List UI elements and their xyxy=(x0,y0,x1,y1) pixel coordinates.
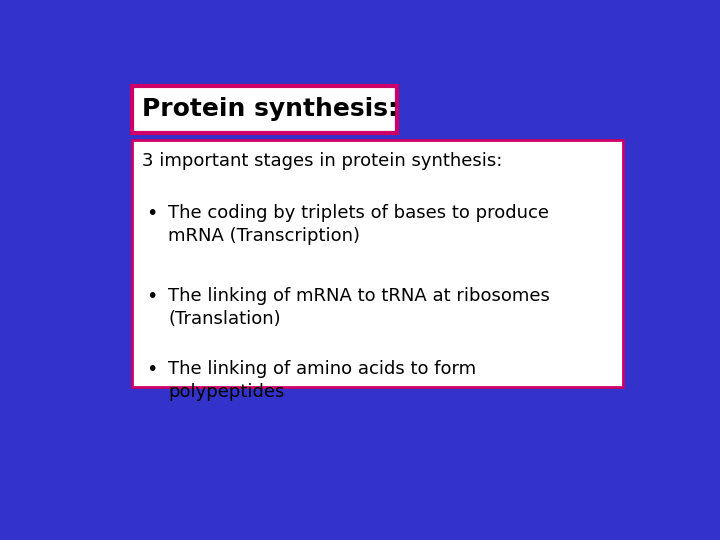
Text: The linking of mRNA to tRNA at ribosomes
(Translation): The linking of mRNA to tRNA at ribosomes… xyxy=(168,287,550,328)
Text: •: • xyxy=(145,360,157,379)
Bar xyxy=(132,85,397,133)
Text: Protein synthesis:: Protein synthesis: xyxy=(142,98,397,122)
Text: The coding by triplets of bases to produce
mRNA (Transcription): The coding by triplets of bases to produ… xyxy=(168,204,549,245)
Text: 3 important stages in protein synthesis:: 3 important stages in protein synthesis: xyxy=(142,152,503,170)
Text: •: • xyxy=(145,287,157,306)
Text: The linking of amino acids to form
polypeptides: The linking of amino acids to form polyp… xyxy=(168,360,476,401)
Bar xyxy=(132,140,623,387)
Text: •: • xyxy=(145,204,157,223)
